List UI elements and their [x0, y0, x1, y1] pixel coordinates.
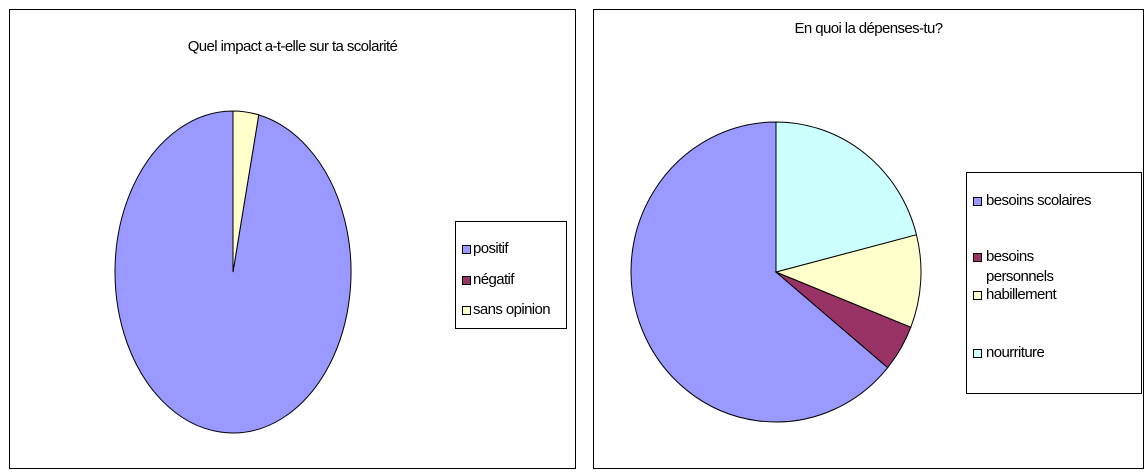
- legend-swatch: [973, 349, 982, 358]
- legend-label: négatif: [473, 270, 514, 290]
- legend-swatch: [973, 253, 982, 262]
- legend-swatch: [462, 306, 471, 315]
- legend-swatch: [462, 245, 471, 254]
- legend-label: habillement: [986, 285, 1056, 305]
- legend-swatch: [973, 291, 982, 300]
- legend-label: positif: [473, 239, 508, 259]
- legend-swatch: [462, 276, 471, 285]
- legend-depenses: besoins scolaires besoins personnels habill…: [966, 172, 1142, 394]
- legend-swatch: [973, 197, 982, 206]
- chart-panel-impact: Quel impact a-t-elle sur ta scolarité po…: [9, 9, 576, 469]
- legend-label: nourriture: [986, 343, 1044, 363]
- legend-label: sans opinion: [473, 300, 550, 320]
- legend-impact: positif négatif sans opinion: [455, 221, 567, 329]
- legend-label: besoins personnels: [986, 247, 1053, 287]
- legend-label: besoins scolaires: [986, 191, 1091, 211]
- chart-panel-depenses: En quoi la dépenses-tu? besoins scolaire…: [593, 9, 1144, 469]
